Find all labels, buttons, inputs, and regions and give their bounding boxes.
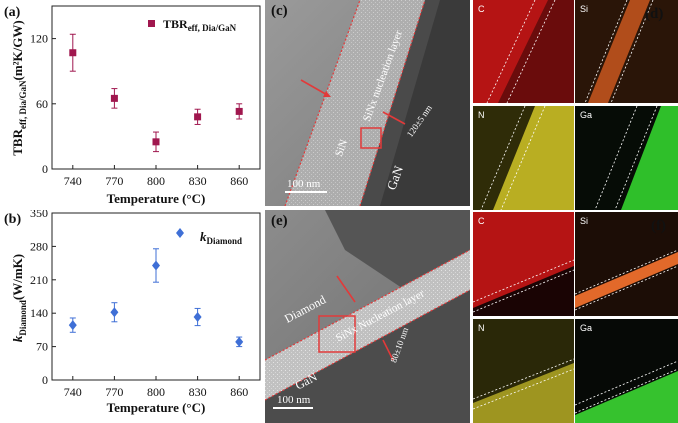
chart-a-y-axis-label: TBReff, Dia/GaN(m²K/GW) bbox=[10, 20, 28, 155]
chart-b-y-tick-label: 140 bbox=[30, 306, 48, 320]
chart-a-x-tick-label: 800 bbox=[147, 174, 165, 188]
eds-f-nitrogen-graphic bbox=[473, 358, 574, 423]
chart-b-legend-label: kDiamond bbox=[200, 229, 242, 246]
chart-b-y-axis-label: kDiamond(W/mK) bbox=[10, 254, 28, 342]
eds-d-nitrogen-graphic bbox=[480, 106, 574, 210]
chart-a-x-tick-label: 860 bbox=[230, 174, 248, 188]
eds-f-gallium-graphic bbox=[575, 360, 678, 423]
chart-b-point bbox=[193, 312, 202, 323]
chart-b-x-tick-label: 800 bbox=[147, 385, 165, 399]
eds-map-f-nitrogen: N bbox=[473, 319, 574, 423]
chart-b-point bbox=[68, 320, 77, 331]
chart-b-x-tick-label: 860 bbox=[230, 385, 248, 399]
chart-b-y-tick-label: 350 bbox=[30, 210, 48, 220]
chart-a-point bbox=[69, 49, 77, 57]
chart-a-y-tick-label: 0 bbox=[42, 162, 48, 176]
eds-d-silicon-graphic bbox=[584, 0, 654, 103]
eds-f-carbon-graphic bbox=[473, 212, 574, 313]
eds-f-silicon-graphic bbox=[575, 249, 678, 311]
chart-a: (a) 0 60 120 740 770 800 830 860 Temperature (°… bbox=[4, 5, 261, 206]
chart-b-legend-marker bbox=[176, 228, 184, 238]
panel-a-letter: (a) bbox=[4, 5, 21, 20]
panel-c-letter: (c) bbox=[271, 3, 288, 19]
panel-f-letter: (f) bbox=[651, 218, 666, 234]
chart-a-point bbox=[152, 138, 160, 146]
eds-map-f-carbon: C bbox=[473, 212, 574, 316]
eds-map-f-silicon: Si (f) bbox=[575, 212, 678, 316]
eds-map-d-gallium: Ga bbox=[575, 106, 678, 210]
eds-f-silicon-label: Si bbox=[580, 216, 589, 226]
eds-d-carbon-label: C bbox=[478, 4, 485, 14]
eds-map-d-carbon: C bbox=[473, 0, 574, 103]
panel-e-letter: (e) bbox=[271, 213, 288, 229]
eds-d-carbon-graphic bbox=[473, 0, 556, 103]
eds-f-nitrogen-label: N bbox=[478, 323, 485, 333]
chart-a-x-tick-label: 770 bbox=[105, 174, 123, 188]
chart-b-y-tick-label: 210 bbox=[30, 273, 48, 287]
chart-a-y-tick-label: 60 bbox=[36, 97, 48, 111]
panel-d-letter: (d) bbox=[645, 6, 664, 22]
chart-b-point bbox=[152, 260, 160, 271]
chart-b-x-axis-label: Temperature (°C) bbox=[107, 400, 206, 415]
chart-a-point bbox=[110, 94, 118, 102]
chart-b: (b) 0 70 140 210 280 350 740 770 800 830 860 Tempe… bbox=[4, 210, 261, 415]
chart-b-y-tick-label: 280 bbox=[30, 239, 48, 253]
panel-b-letter: (b) bbox=[4, 212, 21, 227]
chart-b-y-tick-label: 0 bbox=[42, 373, 48, 387]
eds-d-gallium-label: Ga bbox=[580, 110, 593, 120]
tem-e-scale-label: 100 nm bbox=[277, 394, 311, 406]
chart-a-x-axis-label: Temperature (°C) bbox=[107, 191, 206, 206]
tem-image-c: (c) SiNx nucleation layer 120±5 nm GaN S… bbox=[265, 0, 470, 206]
chart-a-legend-label: TBReff, Dia/GaN bbox=[163, 17, 237, 33]
eds-d-silicon-label: Si bbox=[580, 4, 589, 14]
chart-b-y-tick-label: 70 bbox=[36, 340, 48, 354]
chart-a-x-tick-label: 830 bbox=[189, 174, 207, 188]
eds-map-d-silicon: Si (d) bbox=[575, 0, 678, 103]
chart-b-point bbox=[110, 307, 119, 318]
chart-a-point bbox=[235, 107, 243, 115]
chart-a-legend-marker bbox=[148, 20, 155, 27]
tem-image-c-graphic bbox=[265, 0, 470, 206]
chart-a-y-tick-label: 120 bbox=[30, 32, 48, 46]
eds-f-carbon-label: C bbox=[478, 216, 485, 226]
chart-b-x-tick-label: 740 bbox=[64, 385, 82, 399]
eds-map-f-gallium: Ga bbox=[575, 319, 678, 423]
tem-image-e: (e) Diamond SiNx Nucleation layer 80±10 … bbox=[265, 210, 470, 423]
eds-map-d-nitrogen: N bbox=[473, 106, 574, 210]
eds-d-gallium-graphic bbox=[594, 106, 678, 210]
tem-c-scale-label: 100 nm bbox=[287, 178, 321, 190]
chart-b-point bbox=[235, 336, 244, 347]
tem-image-e-graphic bbox=[265, 210, 470, 423]
eds-f-gallium-label: Ga bbox=[580, 323, 593, 333]
eds-d-nitrogen-label: N bbox=[478, 110, 485, 120]
chart-b-x-tick-label: 830 bbox=[189, 385, 207, 399]
chart-a-x-tick-label: 740 bbox=[64, 174, 82, 188]
chart-a-point bbox=[194, 113, 202, 121]
chart-b-x-tick-label: 770 bbox=[105, 385, 123, 399]
